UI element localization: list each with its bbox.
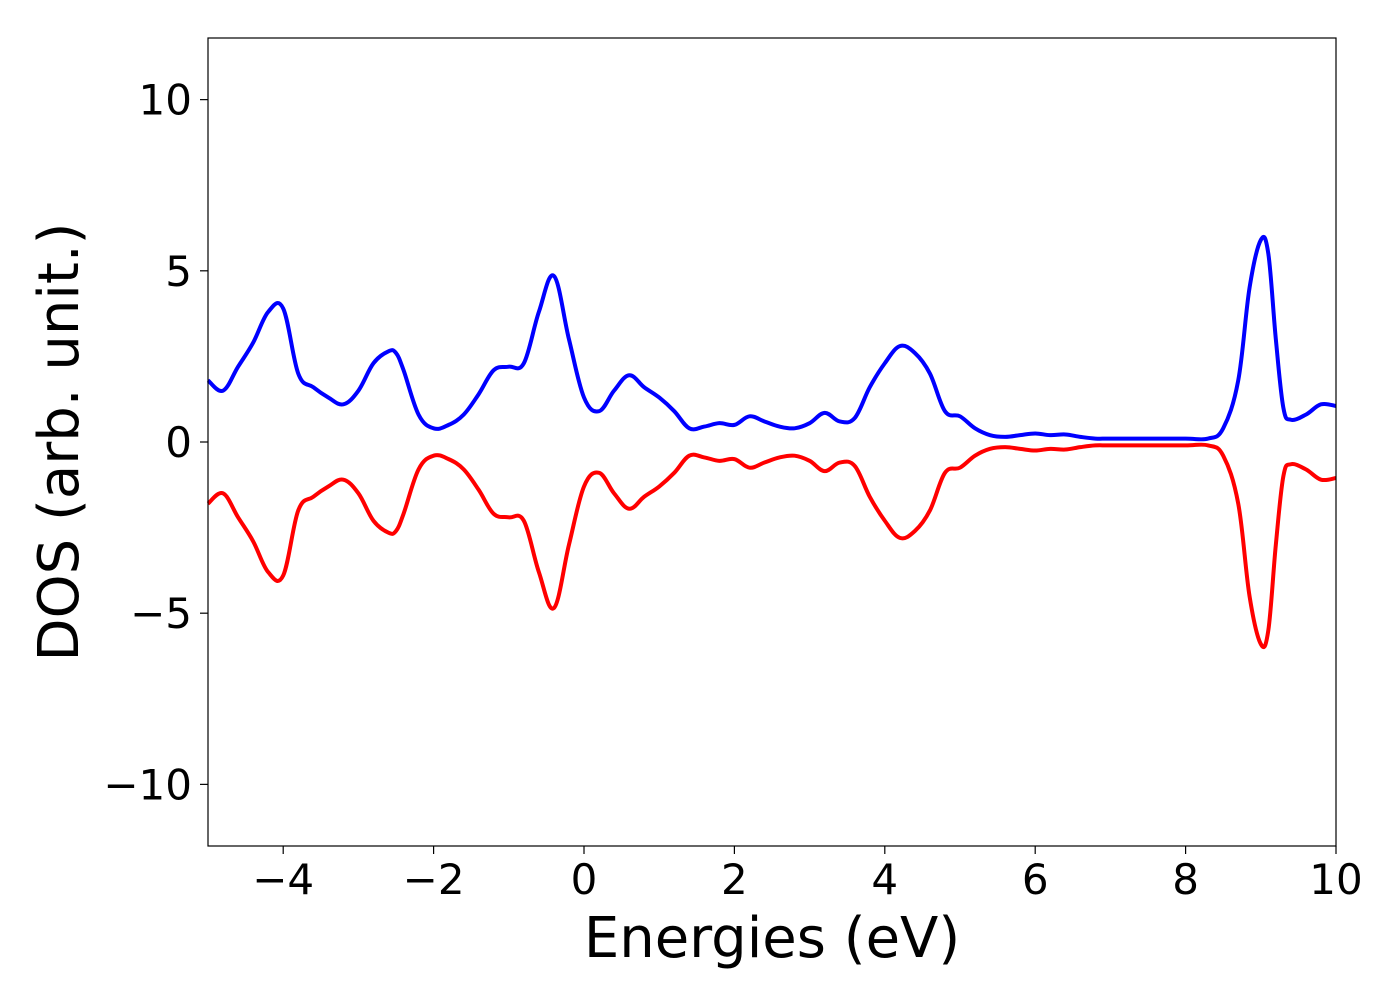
x-tick-label: −4 xyxy=(252,855,314,904)
y-axis-ticks: −10 −5 0 5 10 xyxy=(103,76,208,809)
y-axis-title: DOS (arb. unit.) xyxy=(27,222,92,661)
x-tick-label: 2 xyxy=(721,855,748,904)
x-tick-label: 4 xyxy=(871,855,898,904)
x-tick-label: −2 xyxy=(403,855,465,904)
y-tick-label: 0 xyxy=(165,418,192,467)
series-layer xyxy=(206,234,1337,650)
x-tick-label: 10 xyxy=(1309,855,1362,904)
x-tick-label: 0 xyxy=(571,855,598,904)
series-line-spin-down xyxy=(206,442,1337,650)
series-line-spin-up xyxy=(206,234,1337,442)
x-tick-label: 8 xyxy=(1172,855,1199,904)
y-tick-label: 5 xyxy=(165,247,192,296)
y-tick-label: 10 xyxy=(139,76,192,125)
x-axis-title: Energies (eV) xyxy=(584,906,960,971)
x-axis-ticks: −4 −2 0 2 4 6 8 10 xyxy=(252,846,1363,904)
x-tick-label: 6 xyxy=(1022,855,1049,904)
y-tick-label: −5 xyxy=(130,589,192,638)
y-tick-label: −10 xyxy=(103,760,192,809)
